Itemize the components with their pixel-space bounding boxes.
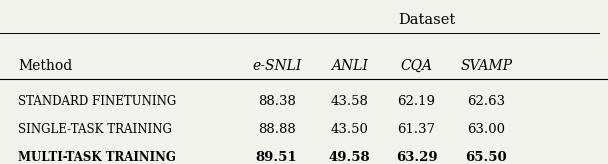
Text: 43.50: 43.50 — [331, 123, 368, 136]
Text: e-SNLI: e-SNLI — [252, 59, 302, 73]
Text: 62.63: 62.63 — [468, 95, 505, 108]
Text: 62.19: 62.19 — [398, 95, 435, 108]
Text: 49.58: 49.58 — [329, 151, 370, 164]
Text: MULTI-TASK TRAINING: MULTI-TASK TRAINING — [18, 151, 176, 164]
Text: SVAMP: SVAMP — [460, 59, 513, 73]
Text: 63.29: 63.29 — [396, 151, 437, 164]
Text: 63.00: 63.00 — [468, 123, 505, 136]
Text: Dataset: Dataset — [398, 13, 456, 27]
Text: STANDARD FINETUNING: STANDARD FINETUNING — [18, 95, 176, 108]
Text: 88.38: 88.38 — [258, 95, 295, 108]
Text: 88.88: 88.88 — [258, 123, 295, 136]
Text: 43.58: 43.58 — [331, 95, 368, 108]
Text: ANLI: ANLI — [331, 59, 368, 73]
Text: 61.37: 61.37 — [398, 123, 435, 136]
Text: 89.51: 89.51 — [256, 151, 297, 164]
Text: Method: Method — [18, 59, 72, 73]
Text: 65.50: 65.50 — [466, 151, 507, 164]
Text: SINGLE-TASK TRAINING: SINGLE-TASK TRAINING — [18, 123, 172, 136]
Text: CQA: CQA — [401, 59, 432, 73]
